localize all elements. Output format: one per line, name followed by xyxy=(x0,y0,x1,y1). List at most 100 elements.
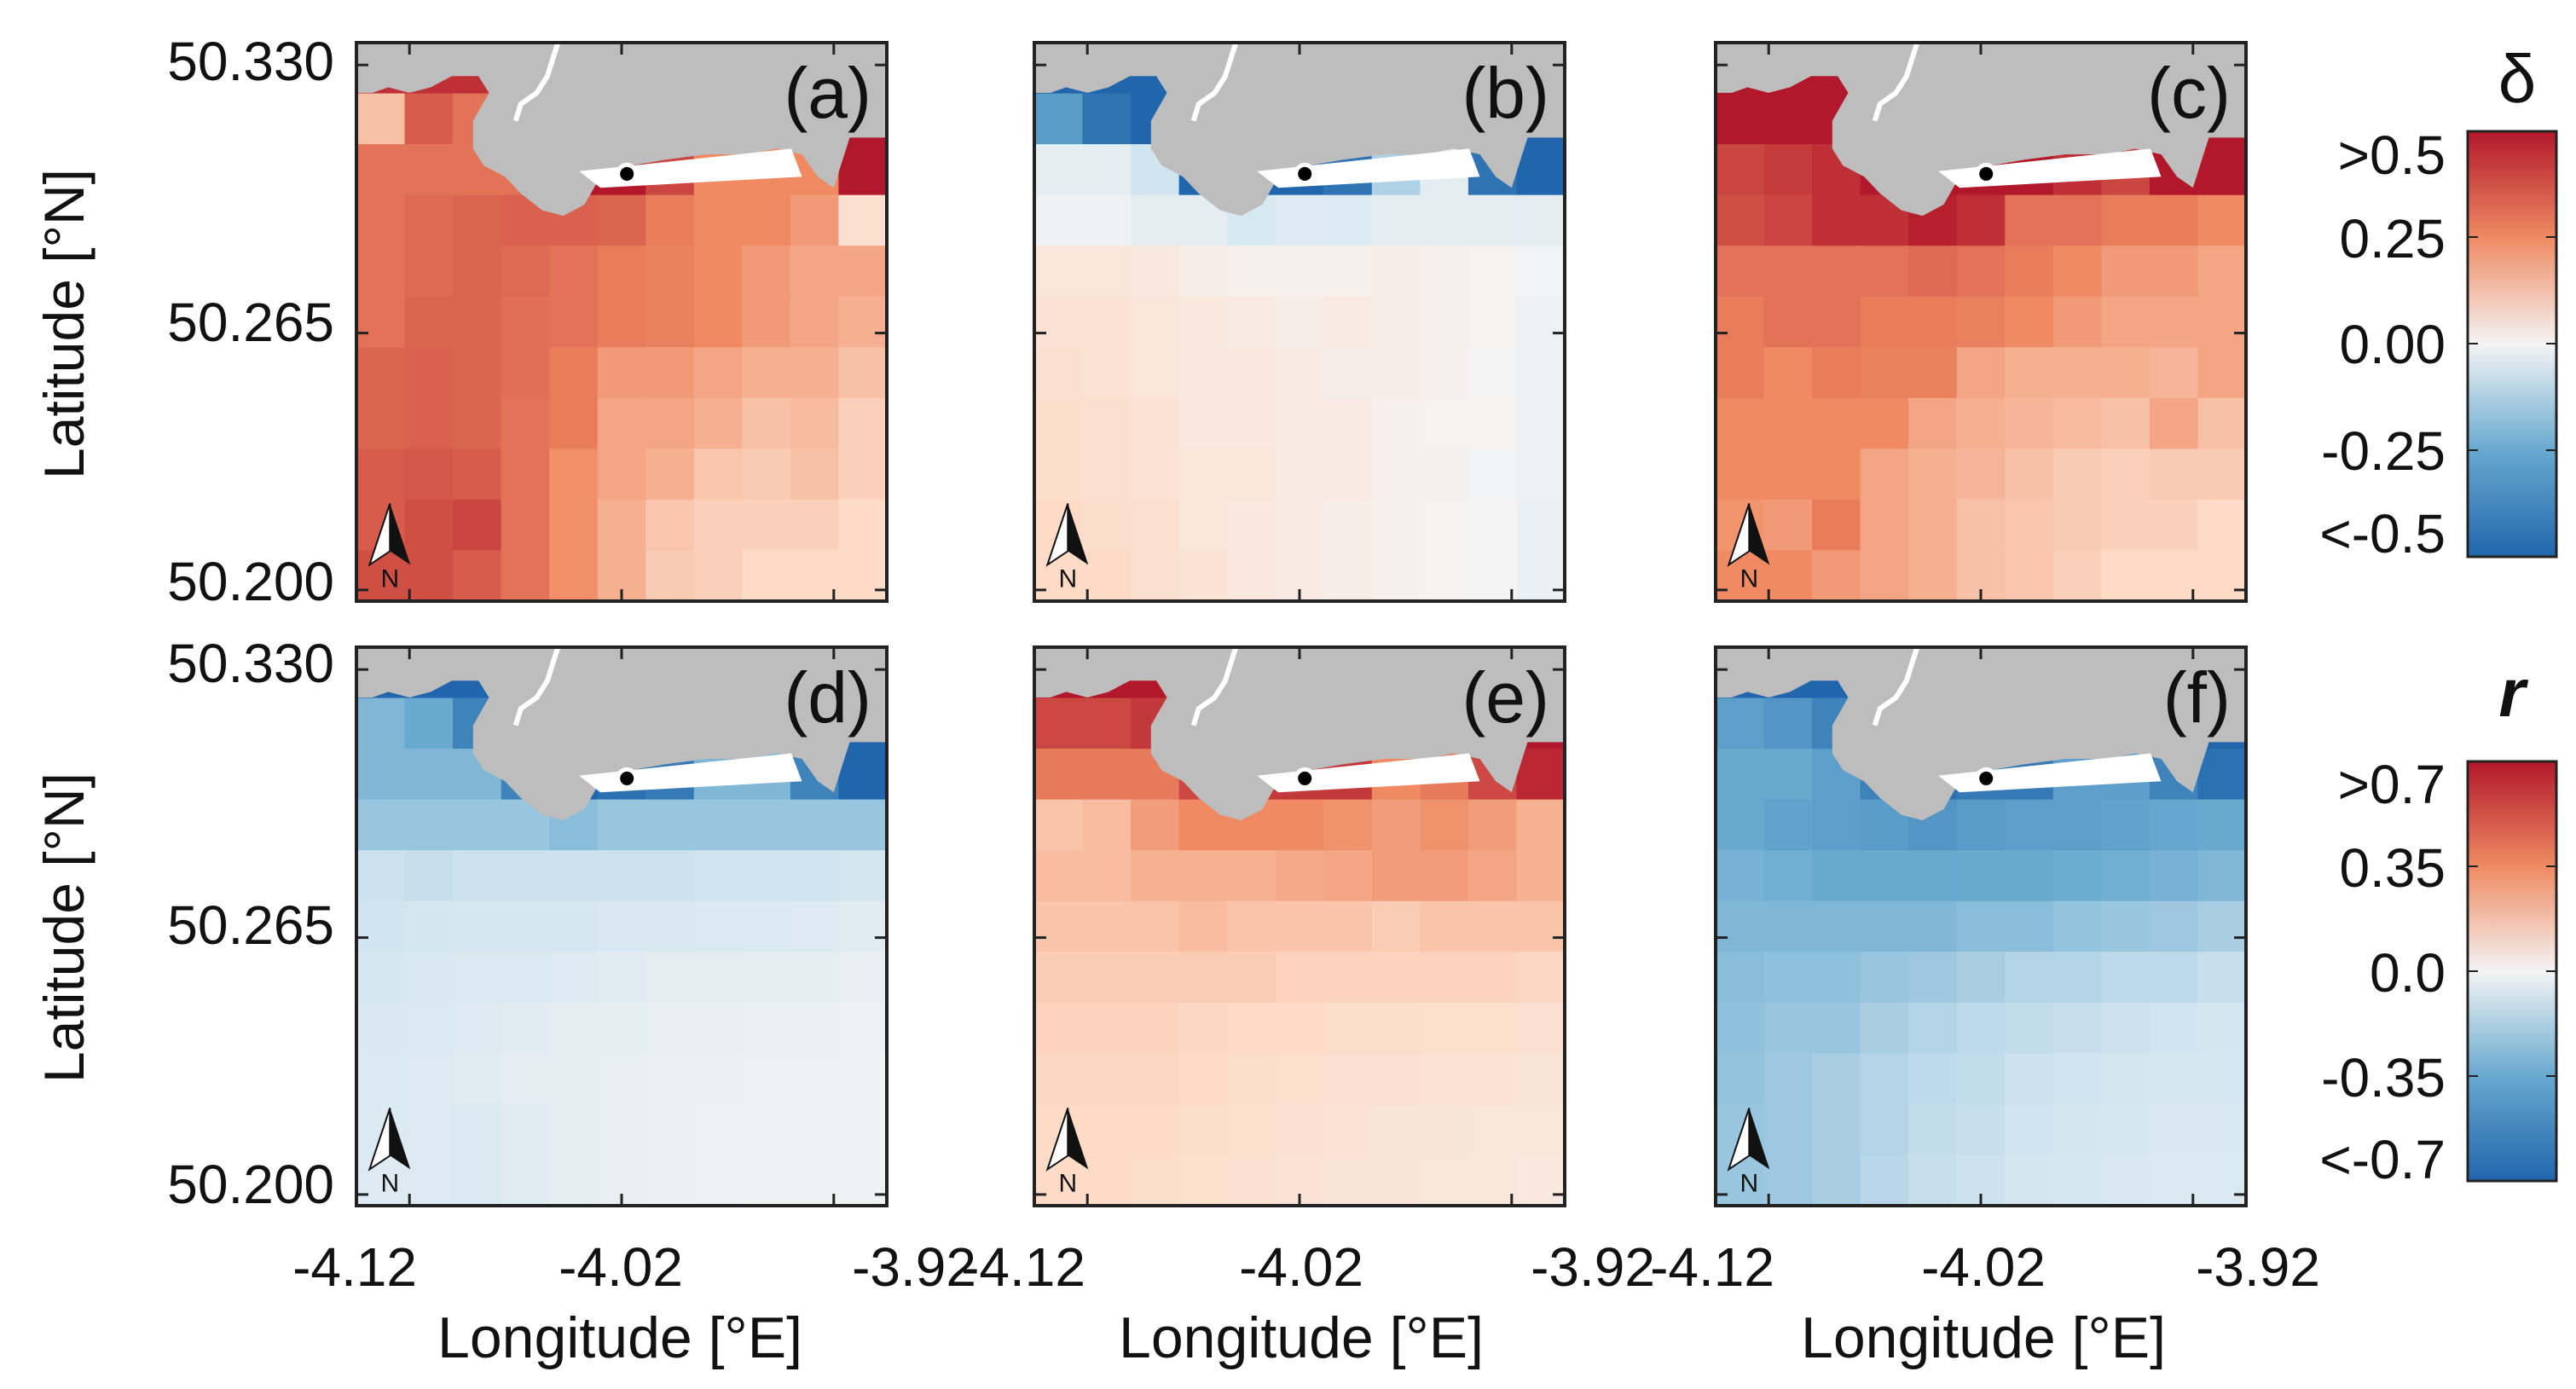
north-label: N xyxy=(1058,1169,1077,1197)
heatmap-cell xyxy=(645,952,695,1004)
heatmap-cell xyxy=(2101,1053,2151,1105)
heatmap-cell xyxy=(1131,296,1180,348)
heatmap-cell xyxy=(597,499,646,552)
heatmap-cell xyxy=(2052,1053,2102,1105)
heatmap-cell xyxy=(2197,144,2247,196)
heatmap-cell xyxy=(645,194,695,246)
heatmap-cell xyxy=(404,93,454,145)
heatmap-cell xyxy=(356,1002,406,1054)
land-mask xyxy=(356,43,887,217)
heatmap-cell xyxy=(790,397,840,449)
heatmap-cell xyxy=(1908,850,1958,902)
heatmap-cell xyxy=(1908,1002,1958,1054)
heatmap-cell xyxy=(2197,1002,2247,1054)
heatmap-cell xyxy=(1467,850,1518,902)
heatmap-cell xyxy=(1908,900,1958,952)
heatmap-cell xyxy=(356,1155,406,1207)
heatmap-cell xyxy=(1275,850,1324,902)
heatmap-cell xyxy=(1420,449,1469,501)
heatmap-cell xyxy=(404,697,454,749)
heatmap-cell xyxy=(838,900,888,952)
heatmap-cell xyxy=(2005,499,2054,552)
heatmap-cell xyxy=(790,296,840,348)
heatmap-cell xyxy=(2005,850,2054,902)
heatmap-cell xyxy=(1227,347,1276,399)
heatmap-cell xyxy=(1860,900,1909,952)
heatmap-cell xyxy=(838,1155,888,1207)
heatmap-cell xyxy=(1420,850,1469,902)
heatmap-cell xyxy=(1812,449,1861,501)
heatmap-cell xyxy=(453,499,502,552)
heatmap-cell xyxy=(1716,1002,1765,1054)
heatmap-cell xyxy=(693,296,743,348)
heatmap-cell xyxy=(742,246,791,298)
heatmap-cell xyxy=(1371,1103,1421,1156)
heatmap-cell xyxy=(693,1053,743,1105)
heatmap-cell xyxy=(1516,246,1566,298)
heatmap-cell xyxy=(838,397,888,449)
heatmap-cell xyxy=(742,900,791,952)
heatmap-cell xyxy=(790,449,840,501)
heatmap-cell xyxy=(549,397,599,449)
heatmap-cell xyxy=(1763,246,1813,298)
heatmap-cell xyxy=(1034,1053,1084,1105)
heatmap-cell xyxy=(2005,246,2054,298)
heatmap-cell xyxy=(1034,144,1084,196)
heatmap-cell xyxy=(549,246,599,298)
heatmap-cell xyxy=(1034,246,1084,298)
heatmap-cell xyxy=(1131,1155,1180,1207)
heatmap-cell xyxy=(1812,1002,1861,1054)
heatmap-cell xyxy=(404,144,454,196)
heatmap-cell xyxy=(1467,246,1518,298)
heatmap-cell xyxy=(1227,1103,1276,1156)
heatmap-cell xyxy=(790,850,840,902)
heatmap-cell xyxy=(2197,1155,2247,1207)
heatmap-cell xyxy=(404,397,454,449)
heatmap-cell xyxy=(453,1155,502,1207)
x-axis-label: Longitude [°E] xyxy=(437,1305,802,1370)
heatmap-cell xyxy=(597,449,646,501)
land-mask xyxy=(1034,647,1565,820)
heatmap-cell xyxy=(2101,397,2151,449)
colorbar-r-ticks xyxy=(2468,865,2556,1077)
heatmap-cell xyxy=(1812,952,1861,1004)
xtick-label: -4.02 xyxy=(1239,1236,1363,1298)
heatmap-cell xyxy=(501,246,550,298)
heatmap-cell xyxy=(1323,397,1373,449)
heatmap-cell xyxy=(404,499,454,552)
heatmap-cell xyxy=(1178,397,1228,449)
heatmap-cell xyxy=(2197,347,2247,399)
heatmap-cell xyxy=(742,550,791,602)
heatmap-cell xyxy=(2101,194,2151,246)
xtick-label: -4.12 xyxy=(961,1236,1085,1298)
heatmap-cell xyxy=(1956,952,2006,1004)
heatmap-cell xyxy=(549,850,599,902)
heatmap-cell xyxy=(1082,347,1132,399)
heatmap-cell xyxy=(1467,1053,1518,1105)
heatmap-cell xyxy=(1812,850,1861,902)
heatmap-cell xyxy=(1227,296,1276,348)
xtick-label: -4.12 xyxy=(292,1236,417,1298)
heatmap-cell xyxy=(1812,900,1861,952)
colorbar-r-tick: <-0.7 xyxy=(2319,1129,2446,1190)
heatmap-cell xyxy=(790,952,840,1004)
heatmap-cell xyxy=(2052,246,2102,298)
heatmap-cell xyxy=(838,749,888,801)
colorbar-delta-tick: 0.25 xyxy=(2339,208,2446,269)
heatmap-cell xyxy=(1131,1103,1180,1156)
heatmap-cell xyxy=(597,1053,646,1105)
station-marker xyxy=(1979,771,1994,785)
heatmap-cell xyxy=(742,952,791,1004)
heatmap-cell xyxy=(2149,952,2199,1004)
heatmap-cell xyxy=(2149,296,2199,348)
heatmap-cell xyxy=(549,550,599,602)
panel-e: N (e) xyxy=(1033,645,1566,1207)
colorbar-r-tick: 0.0 xyxy=(2370,942,2446,1004)
panel-label: (c) xyxy=(2147,53,2231,133)
heatmap-cell xyxy=(693,1103,743,1156)
heatmap-cell xyxy=(693,499,743,552)
heatmap-cell xyxy=(1908,246,1958,298)
xtick-label: -3.92 xyxy=(852,1236,976,1298)
north-arrow-right xyxy=(1068,503,1089,565)
colorbar-r-tick: 0.35 xyxy=(2339,837,2446,899)
